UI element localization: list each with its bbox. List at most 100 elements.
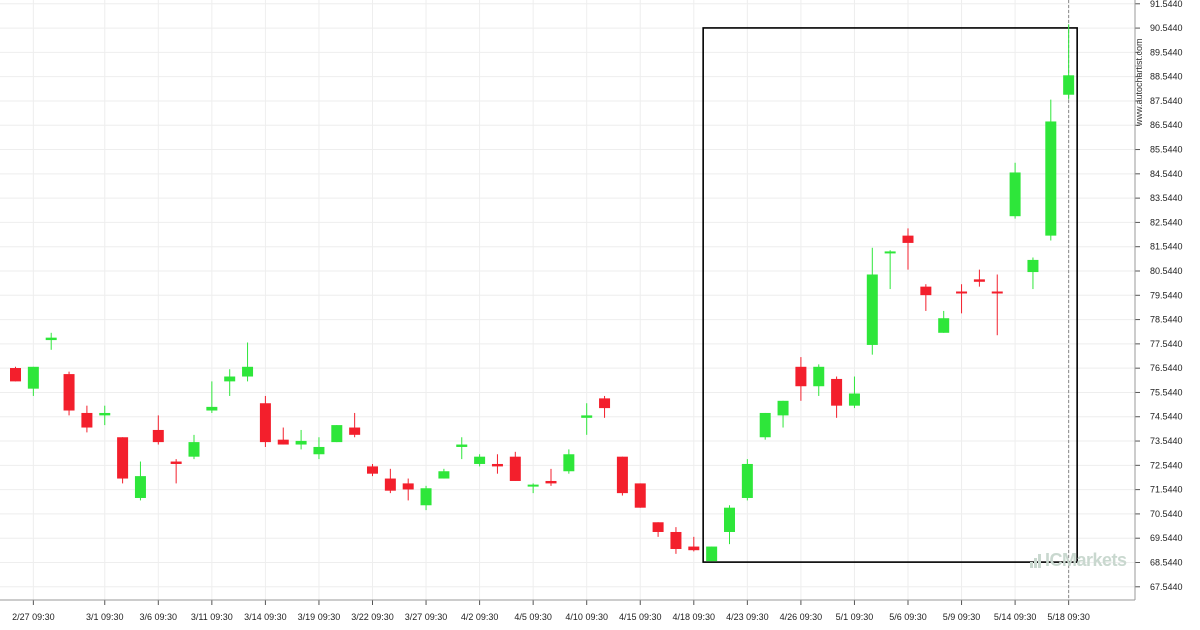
- candle: [759, 412, 771, 440]
- candle-body: [134, 476, 146, 498]
- candle: [973, 269, 985, 287]
- candle: [1045, 99, 1057, 241]
- y-tick-label: 69.5440: [1150, 533, 1183, 543]
- candle-body: [652, 522, 664, 532]
- candle-body: [420, 488, 432, 506]
- candle-body: [81, 412, 93, 428]
- x-tick-label: 2/27 09:30: [12, 612, 55, 622]
- candle-body: [491, 463, 503, 467]
- candle: [616, 456, 628, 496]
- candle: [599, 395, 611, 418]
- candle-body: [956, 291, 968, 294]
- candle: [634, 483, 646, 508]
- candle-body: [1009, 172, 1021, 217]
- pattern-box-layer: [702, 0, 1078, 600]
- y-tick-label: 90.5440: [1150, 23, 1183, 33]
- candle-body: [1063, 75, 1075, 95]
- candle-body: [581, 415, 593, 418]
- x-tick-label: 5/1 09:30: [836, 612, 874, 622]
- candle-body: [188, 442, 200, 457]
- candle: [545, 468, 557, 486]
- x-tick-label: 5/6 09:30: [889, 612, 927, 622]
- candle-body: [331, 425, 343, 443]
- candle-body: [759, 412, 771, 438]
- candle: [509, 451, 521, 481]
- y-tick-label: 81.5440: [1150, 242, 1183, 252]
- candle-body: [152, 429, 164, 443]
- y-axis: 67.5440 68.5440 69.5440 70.5440 71.5440 72.54…: [1134, 0, 1183, 600]
- x-tick-label: 4/2 09:30: [461, 612, 499, 622]
- y-tick-label: 70.5440: [1150, 509, 1183, 519]
- candle: [848, 376, 860, 409]
- y-tick-label: 82.5440: [1150, 217, 1183, 227]
- candle: [491, 454, 503, 474]
- candle-body: [563, 454, 575, 472]
- candle: [152, 415, 164, 445]
- candle-body: [670, 531, 682, 549]
- candle: [295, 429, 307, 450]
- y-tick-label: 73.5440: [1150, 436, 1183, 446]
- candle-body: [795, 366, 807, 387]
- grid: [0, 0, 1135, 600]
- candle: [224, 369, 236, 396]
- candle: [688, 536, 700, 552]
- candle-body: [295, 440, 307, 445]
- candle: [706, 546, 718, 562]
- candle-body: [599, 398, 611, 409]
- y-tick-label: 67.5440: [1150, 582, 1183, 592]
- candle: [402, 478, 414, 501]
- candle: [831, 376, 843, 418]
- candle-body: [349, 427, 361, 435]
- candle-body: [902, 235, 914, 243]
- candle: [331, 425, 343, 443]
- y-tick-label: 68.5440: [1150, 557, 1183, 567]
- candle: [313, 437, 325, 460]
- candle-body: [509, 456, 521, 481]
- y-tick-label: 80.5440: [1150, 266, 1183, 276]
- x-tick-label: 3/1 09:30: [86, 612, 124, 622]
- y-tick-label: 72.5440: [1150, 460, 1183, 470]
- candle: [991, 274, 1003, 336]
- candle: [866, 247, 878, 355]
- x-tick-label: 5/18 09:30: [1047, 612, 1090, 622]
- y-tick-label: 89.5440: [1150, 47, 1183, 57]
- candle-body: [384, 478, 396, 491]
- y-tick-label: 86.5440: [1150, 120, 1183, 130]
- candle: [420, 485, 432, 511]
- candle: [45, 332, 57, 350]
- logo-bars-icon: [1030, 552, 1042, 573]
- candle-body: [973, 279, 985, 282]
- candle: [242, 342, 254, 382]
- candle: [474, 454, 486, 467]
- x-tick-label: 3/27 09:30: [405, 612, 448, 622]
- candle-body: [938, 318, 950, 333]
- watermark: ICMarkets: [1030, 550, 1127, 573]
- y-tick-label: 75.5440: [1150, 387, 1183, 397]
- candle-body: [831, 378, 843, 406]
- candle-body: [616, 456, 628, 494]
- y-tick-label: 74.5440: [1150, 412, 1183, 422]
- candle-body: [545, 480, 557, 484]
- candle-body: [63, 374, 75, 411]
- candle: [349, 412, 361, 438]
- candle: [81, 405, 93, 433]
- candle-body: [866, 274, 878, 345]
- y-tick-label: 85.5440: [1150, 145, 1183, 155]
- source-credit: www.autochartist.com: [1134, 38, 1144, 126]
- candle-body: [170, 461, 182, 464]
- candle-body: [277, 439, 289, 445]
- pattern-box: [702, 27, 1078, 563]
- candle-body: [688, 546, 700, 551]
- candle: [813, 364, 825, 396]
- x-tick-label: 5/9 09:30: [943, 612, 981, 622]
- x-tick-label: 4/15 09:30: [619, 612, 662, 622]
- candle-body: [527, 484, 539, 487]
- y-tick-label: 76.5440: [1150, 363, 1183, 373]
- x-tick-label: 3/14 09:30: [244, 612, 287, 622]
- candle: [724, 505, 735, 545]
- candle-body: [1027, 259, 1039, 273]
- candle: [63, 371, 75, 416]
- y-tick-label: 91.5440: [1150, 0, 1183, 9]
- candle-body: [313, 446, 325, 455]
